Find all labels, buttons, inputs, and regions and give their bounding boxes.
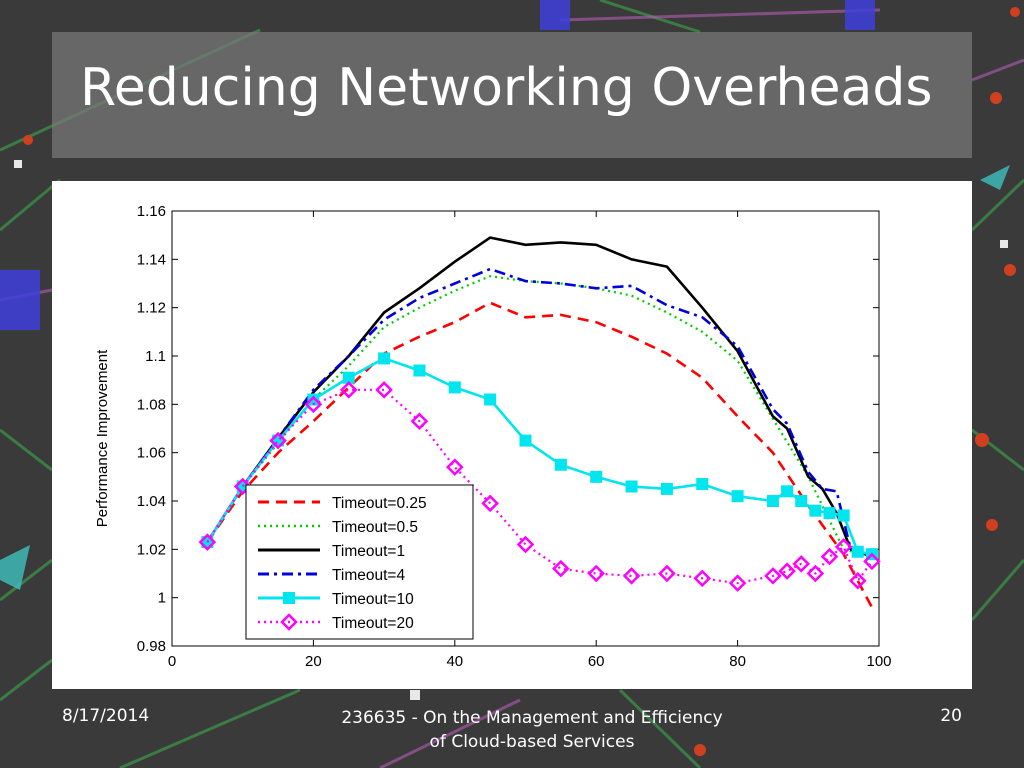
data-point-timeout-20 <box>806 564 825 583</box>
data-point-timeout-10 <box>554 458 567 471</box>
legend-label-timeout-0-25: Timeout=0.25 <box>332 495 427 512</box>
data-point-timeout-20 <box>233 477 252 496</box>
data-point-timeout-20 <box>764 567 782 585</box>
footer-course-title: 236635 - On the Management and Efficienc… <box>312 706 752 754</box>
data-point-timeout-10 <box>781 485 794 498</box>
y-tick-label: 0.98 <box>137 638 166 655</box>
legend-label-timeout-0-5: Timeout=0.5 <box>332 519 418 536</box>
data-point-timeout-20 <box>820 547 839 566</box>
legend-marker-timeout-10 <box>283 592 295 604</box>
data-point-timeout-20 <box>834 538 853 556</box>
data-point-timeout-10 <box>731 490 744 503</box>
data-point-timeout-20 <box>481 494 499 513</box>
x-tick-label: 0 <box>168 653 176 670</box>
data-point-timeout-20 <box>269 431 287 450</box>
y-tick-label: 1.16 <box>137 203 166 220</box>
data-point-timeout-10 <box>696 478 709 491</box>
data-point-timeout-10 <box>851 545 864 558</box>
data-point-timeout-20 <box>792 555 810 573</box>
legend-label-timeout-4: Timeout=4 <box>332 567 405 584</box>
data-point-timeout-20 <box>658 564 676 583</box>
x-tick-label: 80 <box>729 653 746 670</box>
data-point-timeout-20 <box>728 574 747 592</box>
data-point-timeout-20 <box>516 535 535 554</box>
plot-area: 0 20 40 60 80 100 0.98 1 1.02 1.04 1.06 1.08 1.1 1.12… <box>94 203 892 670</box>
data-point-timeout-20 <box>552 559 570 578</box>
slide-title: Reducing Networking Overheads <box>80 58 933 118</box>
legend-label-timeout-1: Timeout=1 <box>332 543 405 560</box>
data-point-timeout-20 <box>375 381 393 399</box>
y-tick-label: 1.06 <box>137 445 166 462</box>
title-band <box>52 32 972 158</box>
x-tick-label: 100 <box>866 653 891 670</box>
legend-box <box>245 484 474 640</box>
legend-label-timeout-10: Timeout=10 <box>332 591 414 608</box>
data-point-timeout-10 <box>378 352 391 365</box>
series-timeout-10 <box>201 352 878 561</box>
footer-title-line-2: of Cloud-based Services <box>429 732 635 752</box>
data-point-timeout-20 <box>863 552 881 571</box>
data-point-timeout-10 <box>660 482 673 495</box>
x-tick-label: 20 <box>305 653 322 670</box>
series-layer <box>198 236 881 608</box>
data-point-timeout-20 <box>622 567 641 585</box>
series-line-timeout-0-25 <box>206 301 874 608</box>
data-point-timeout-10 <box>795 495 808 507</box>
x-tick-label: 40 <box>446 653 463 670</box>
y-tick-label: 1 <box>158 590 166 607</box>
legend-label-timeout-20: Timeout=20 <box>332 615 414 632</box>
data-point-timeout-20 <box>587 564 605 583</box>
series-timeout-4 <box>206 267 873 556</box>
data-point-timeout-20 <box>410 412 429 431</box>
data-point-timeout-10 <box>519 434 532 447</box>
y-tick-label: 1.1 <box>145 348 166 365</box>
y-tick-label: 1.08 <box>137 396 166 413</box>
data-point-timeout-10 <box>448 381 461 394</box>
data-point-timeout-10 <box>413 364 426 377</box>
data-point-timeout-20 <box>778 562 796 580</box>
data-point-timeout-20 <box>198 533 217 551</box>
series-timeout-0-25 <box>206 301 874 608</box>
legend: Timeout=0.25 Timeout=0.5 Timeout=1 Timeout=… <box>245 484 474 640</box>
data-point-timeout-10 <box>766 495 779 507</box>
data-point-timeout-20 <box>339 381 358 399</box>
footer-date: 8/17/2014 <box>62 706 150 726</box>
data-point-timeout-10 <box>837 509 850 522</box>
footer-title-line-1: 236635 - On the Management and Efficienc… <box>341 708 723 728</box>
line-chart: 0 20 40 60 80 100 0.98 1 1.02 1.04 1.06 1.08 1.1 1.12… <box>94 203 892 670</box>
data-point-timeout-10 <box>809 504 822 517</box>
y-tick-label: 1.12 <box>137 300 166 317</box>
page-number: 20 <box>940 706 962 726</box>
data-point-timeout-10 <box>625 480 638 493</box>
data-point-timeout-10 <box>590 470 603 483</box>
data-point-timeout-10 <box>823 507 836 520</box>
y-axis-label: Performance Improvement <box>94 349 111 527</box>
data-point-timeout-20 <box>304 395 323 414</box>
y-tick-label: 1.02 <box>137 541 166 558</box>
y-tick-label: 1.04 <box>137 493 166 510</box>
legend-marker-timeout-20 <box>280 613 298 631</box>
series-line-timeout-4 <box>206 267 873 556</box>
data-point-timeout-20 <box>446 458 464 476</box>
data-point-timeout-20 <box>693 569 712 588</box>
x-tick-label: 60 <box>588 653 605 670</box>
data-point-timeout-20 <box>849 571 867 590</box>
y-tick-label: 1.14 <box>137 251 166 268</box>
chart-panel: 0 20 40 60 80 100 0.98 1 1.02 1.04 1.06 1.08 1.1 1.12… <box>52 181 972 689</box>
data-point-timeout-10 <box>484 393 497 406</box>
series-timeout-20 <box>198 381 881 592</box>
